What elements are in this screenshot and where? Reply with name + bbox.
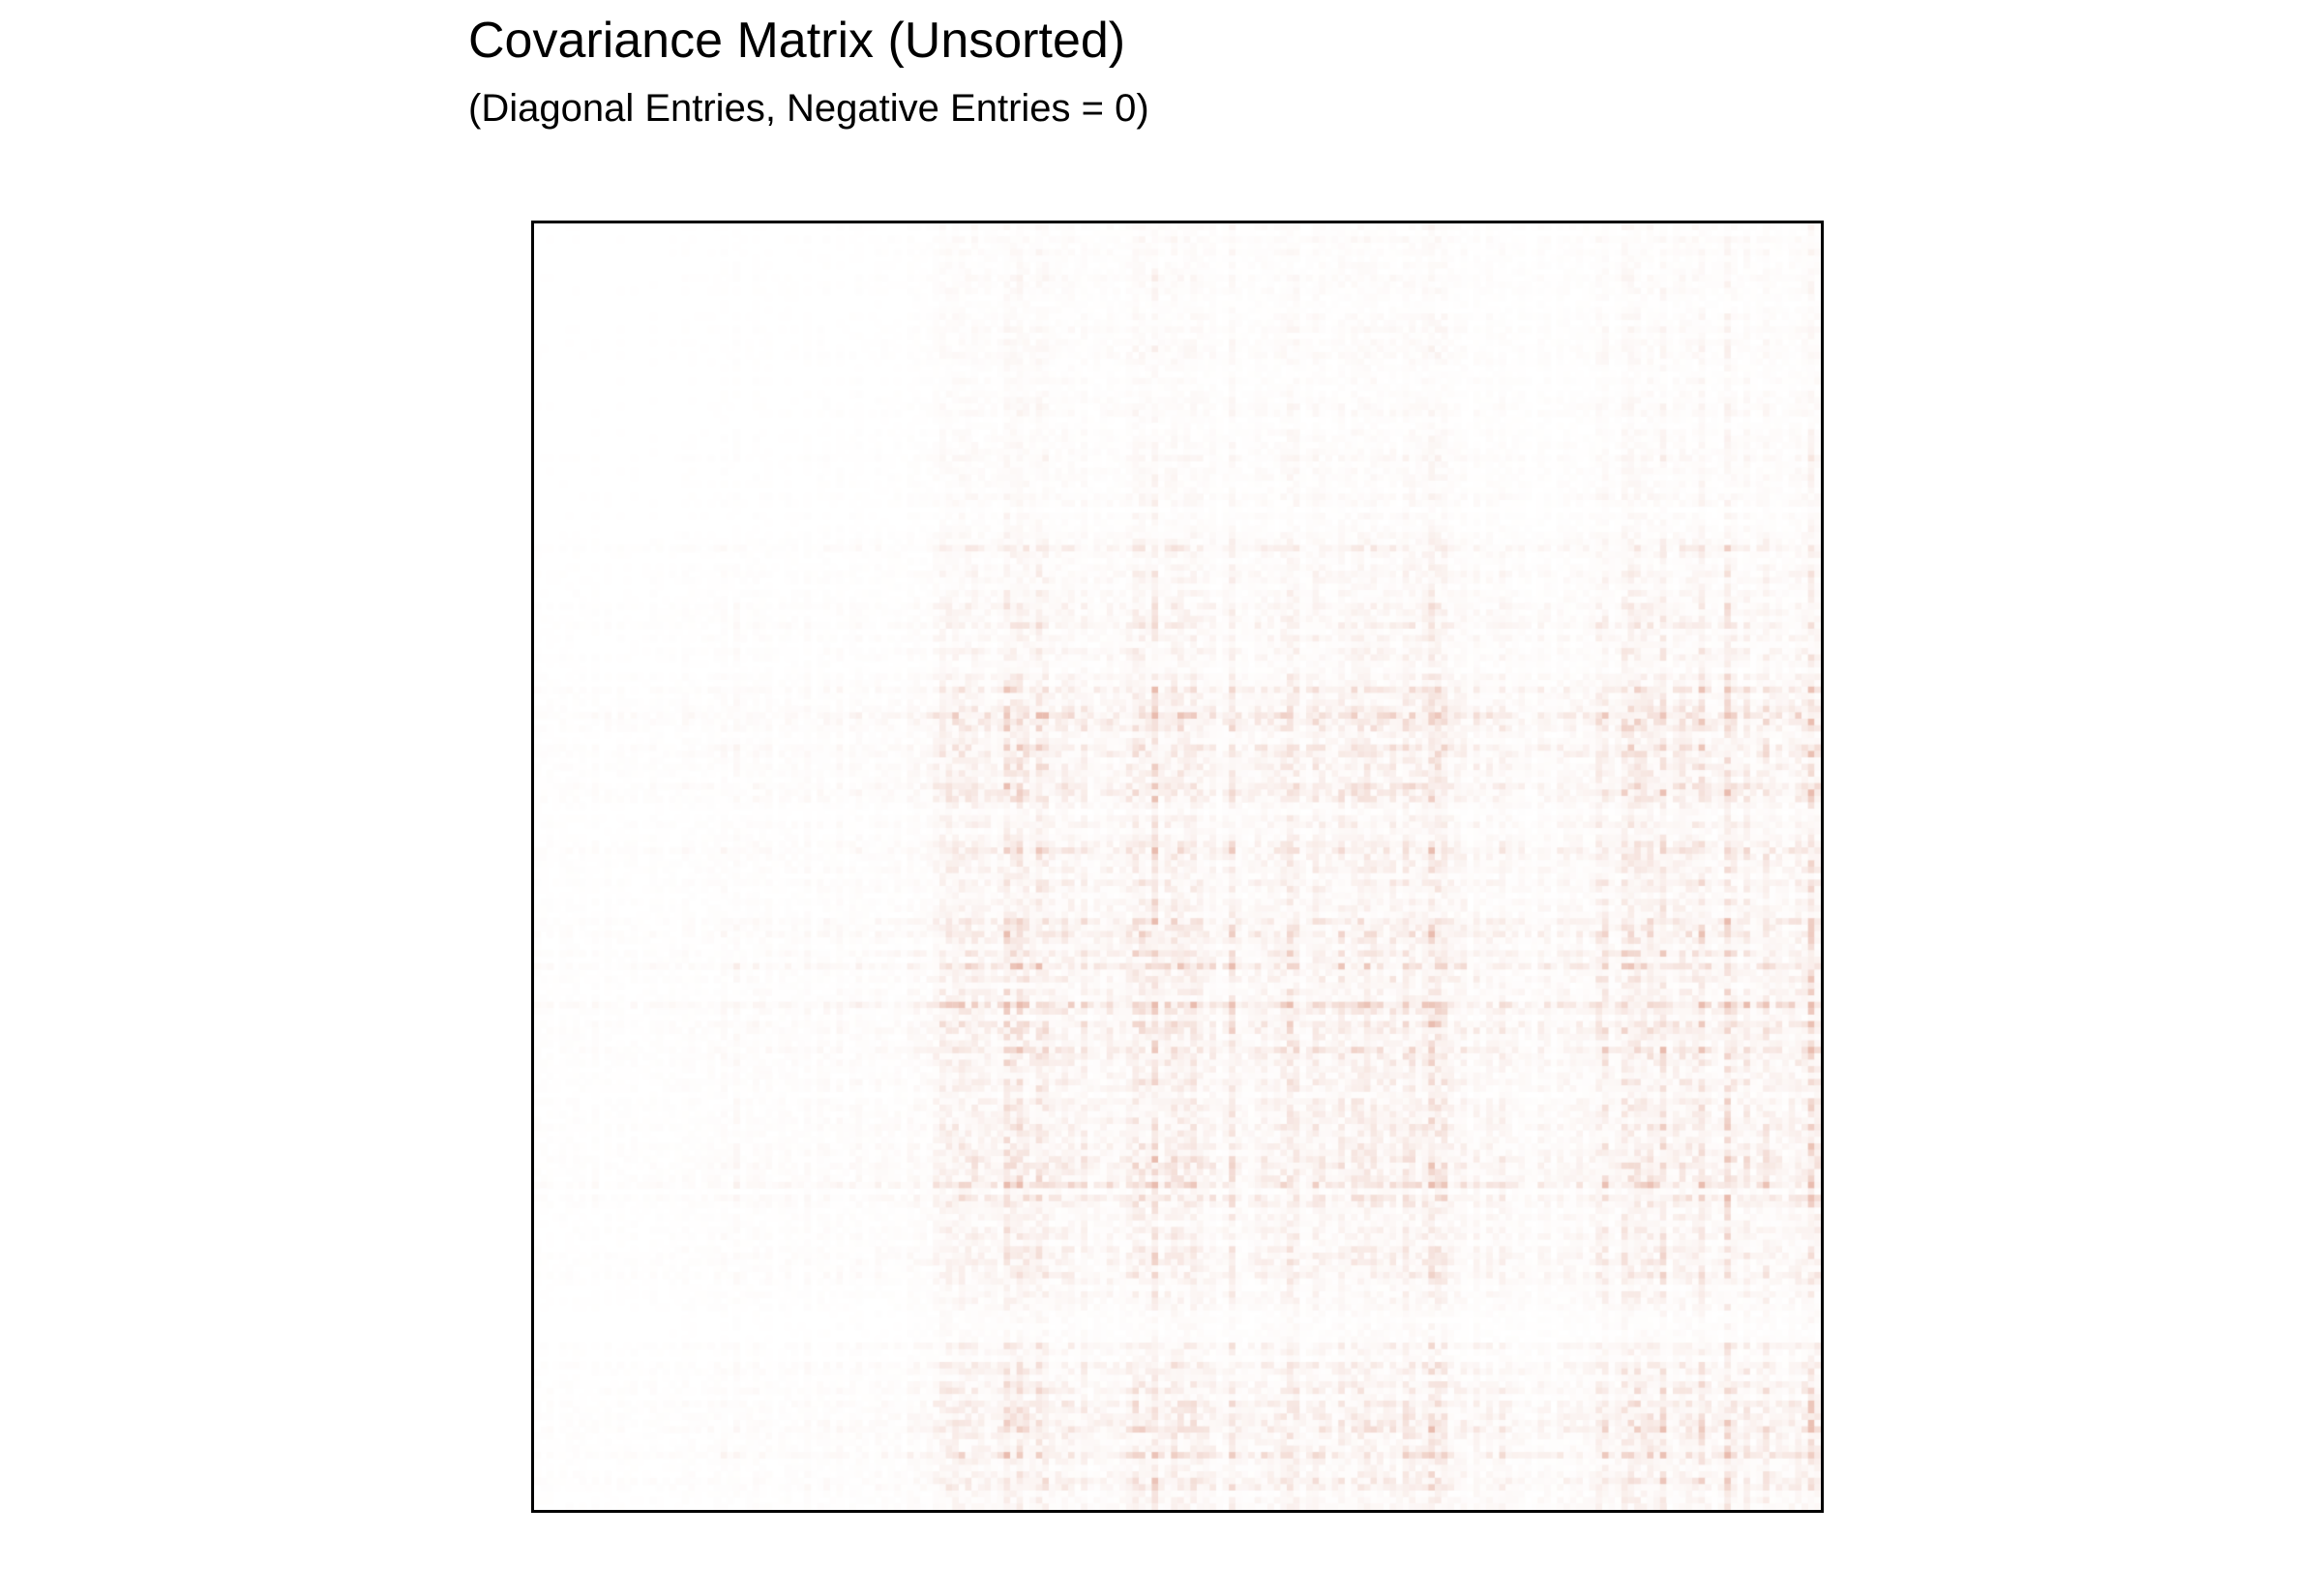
- heatmap-overlay: [534, 223, 1821, 1510]
- heatmap-plot-area: [531, 221, 1824, 1513]
- chart-title: Covariance Matrix (Unsorted): [468, 13, 1126, 69]
- heatmap-cells: [534, 223, 1821, 1510]
- chart-subtitle: (Diagonal Entries, Negative Entries = 0): [468, 87, 1149, 130]
